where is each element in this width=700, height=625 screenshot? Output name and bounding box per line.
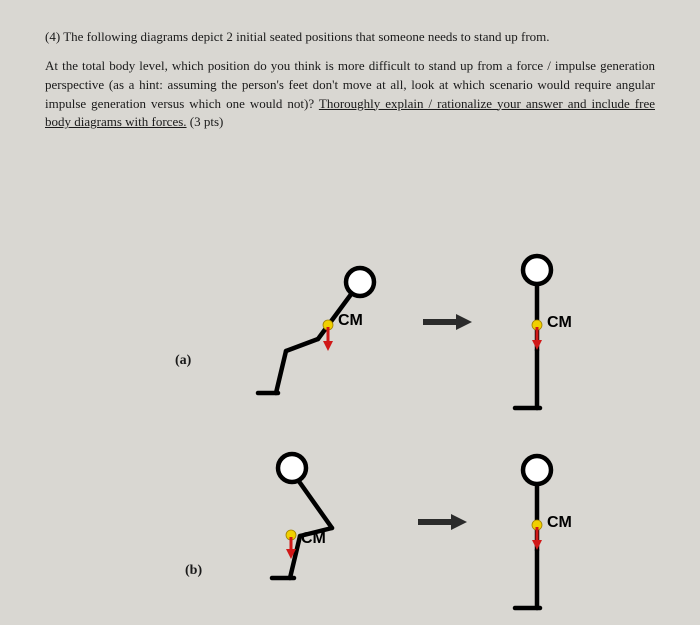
stick-figure-standing-svg-2: CM [495, 450, 585, 620]
figure-a-standing: CM [495, 250, 585, 425]
cm-label: CM [338, 312, 363, 329]
figure-b-seated: CM [260, 450, 380, 595]
q-points: (3 pts) [187, 114, 224, 129]
figure-b-standing: CM [495, 450, 585, 625]
question-intro: (4) The following diagrams depict 2 init… [45, 28, 655, 47]
q-intro-text: The following diagrams depict 2 initial … [63, 29, 549, 44]
question-body: At the total body level, which position … [45, 57, 655, 132]
stick-figure-standing-svg: CM [495, 250, 585, 420]
diagram-area: (a) (b) CM [45, 150, 655, 580]
svg-text:CM: CM [547, 514, 572, 531]
label-a: (a) [175, 353, 191, 369]
svg-text:CM: CM [547, 314, 572, 331]
transition-arrow-a [420, 310, 475, 339]
svg-text:CM: CM [301, 530, 326, 547]
figure-a-seated: CM [250, 265, 400, 410]
q-number: (4) [45, 29, 60, 44]
transition-arrow-b [415, 510, 470, 539]
label-b: (b) [185, 563, 202, 579]
stick-figure-a-seated-svg: CM [250, 265, 400, 405]
stick-figure-b-seated-svg: CM [260, 450, 380, 590]
